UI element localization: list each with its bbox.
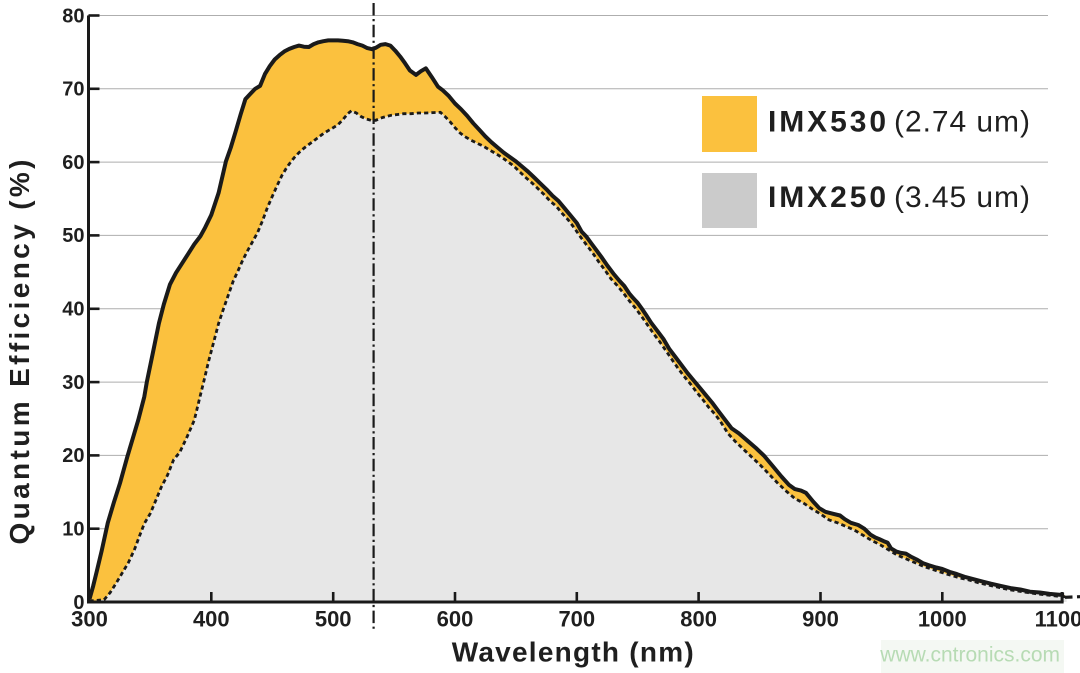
- svg-text:300: 300: [71, 607, 108, 632]
- svg-text:50: 50: [62, 225, 84, 247]
- svg-text:500: 500: [315, 607, 352, 632]
- svg-text:20: 20: [62, 445, 84, 467]
- svg-text:70: 70: [62, 79, 84, 101]
- svg-text:80: 80: [62, 5, 84, 27]
- svg-text:700: 700: [558, 607, 595, 632]
- svg-text:400: 400: [193, 607, 230, 632]
- svg-text:www.cntronics.com: www.cntronics.com: [879, 644, 1060, 667]
- svg-text:800: 800: [680, 607, 717, 632]
- svg-text:30: 30: [62, 372, 84, 394]
- svg-text:IMX530: IMX530: [768, 106, 886, 139]
- svg-text:10: 10: [62, 519, 84, 541]
- svg-text:600: 600: [437, 607, 474, 632]
- svg-text:(3.45 um): (3.45 um): [894, 181, 1030, 214]
- svg-text:900: 900: [802, 607, 839, 632]
- svg-text:IMX250: IMX250: [768, 181, 886, 214]
- svg-text:(2.74 um): (2.74 um): [894, 106, 1030, 139]
- svg-text:Quantum Efficiency (%): Quantum Efficiency (%): [4, 160, 35, 545]
- svg-text:60: 60: [62, 152, 84, 174]
- svg-text:Wavelength (nm): Wavelength (nm): [452, 637, 694, 668]
- svg-text:1100: 1100: [1035, 607, 1080, 632]
- svg-text:40: 40: [62, 299, 84, 321]
- svg-text:0: 0: [73, 592, 84, 614]
- svg-text:1000: 1000: [918, 607, 967, 632]
